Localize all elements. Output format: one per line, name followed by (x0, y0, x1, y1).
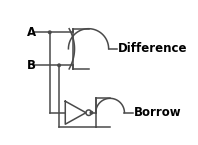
Circle shape (49, 31, 51, 34)
Circle shape (58, 64, 60, 67)
Circle shape (90, 111, 93, 114)
Text: Difference: Difference (118, 42, 188, 55)
Text: A: A (27, 26, 36, 39)
Text: B: B (27, 59, 36, 72)
Text: Borrow: Borrow (134, 106, 181, 119)
